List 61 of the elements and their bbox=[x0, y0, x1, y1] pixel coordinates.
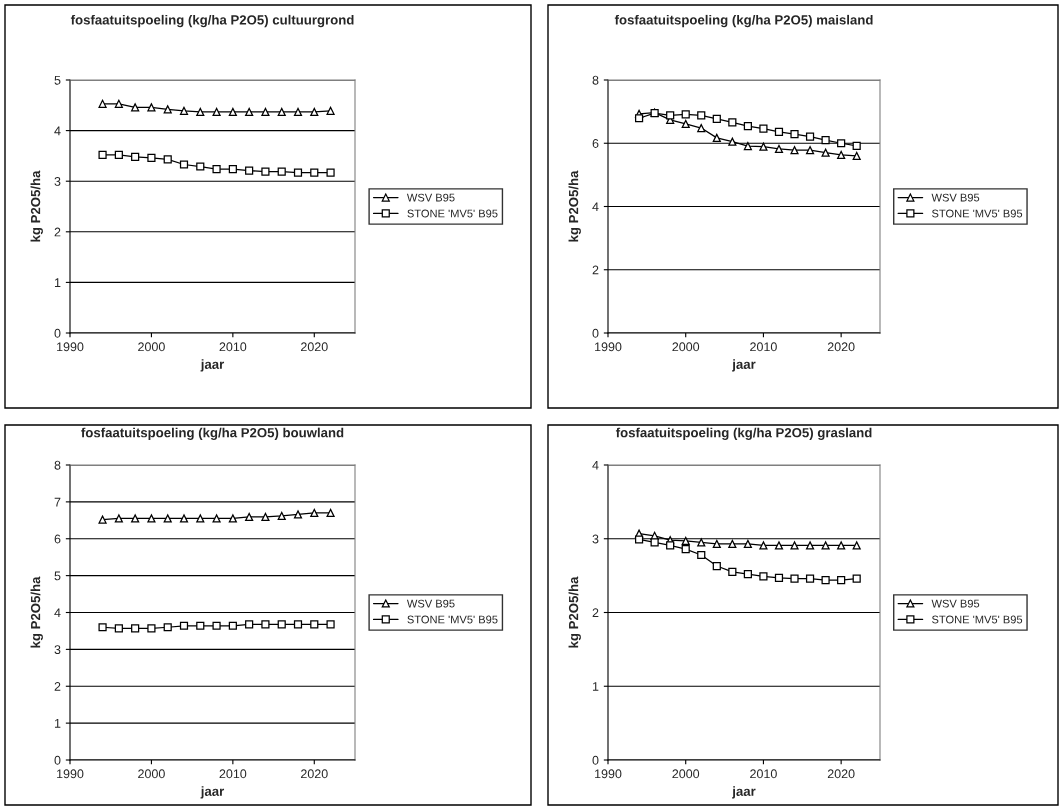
x-axis-title: jaar bbox=[732, 786, 756, 799]
x-tick-label: 2020 bbox=[827, 769, 855, 779]
y-tick-label: 0 bbox=[54, 755, 61, 765]
y-tick-label: 3 bbox=[592, 534, 599, 544]
y-tick-label: 0 bbox=[592, 328, 599, 338]
y-tick-label: 3 bbox=[54, 177, 61, 186]
x-tick-label: 1990 bbox=[57, 769, 84, 779]
y-tick-label: 1 bbox=[54, 278, 61, 287]
x-axis-title: jaar bbox=[732, 359, 756, 372]
legend-label: STONE 'MV5' B95 bbox=[407, 615, 498, 624]
x-axis-title: jaar bbox=[200, 786, 225, 799]
x-tick-label: 1990 bbox=[57, 342, 84, 352]
y-tick-label: 4 bbox=[54, 608, 61, 618]
chart-title: fosfaatuitspoeling (kg/ha P2O5) grasland bbox=[615, 427, 872, 441]
y-tick-label: 4 bbox=[54, 126, 61, 136]
chart-title: fosfaatuitspoeling (kg/ha P2O5) bouwland bbox=[81, 427, 344, 441]
y-tick-label: 2 bbox=[592, 265, 599, 275]
legend-label: STONE 'MV5' B95 bbox=[932, 209, 1023, 218]
x-tick-label: 2000 bbox=[138, 342, 165, 352]
x-tick-label: 2010 bbox=[219, 769, 247, 779]
y-tick-label: 4 bbox=[592, 460, 599, 470]
x-tick-label: 2000 bbox=[672, 342, 700, 352]
y-tick-label: 6 bbox=[54, 534, 61, 544]
x-tick-label: 2020 bbox=[827, 342, 855, 352]
y-tick-label: 2 bbox=[54, 227, 61, 237]
y-tick-label: 4 bbox=[592, 202, 599, 212]
y-tick-label: 1 bbox=[54, 719, 61, 728]
x-tick-label: 2010 bbox=[750, 342, 777, 352]
legend-label: WSV B95 bbox=[406, 193, 455, 202]
y-tick-label: 3 bbox=[54, 645, 61, 655]
y-axis-title: kg P2O5/ha bbox=[30, 576, 43, 648]
legend-label: WSV B95 bbox=[406, 599, 455, 608]
y-tick-label: 8 bbox=[54, 460, 61, 470]
x-tick-label: 2000 bbox=[672, 769, 700, 779]
x-tick-label: 1990 bbox=[595, 342, 622, 352]
y-tick-label: 5 bbox=[54, 571, 61, 581]
y-tick-label: 6 bbox=[592, 139, 599, 148]
x-tick-label: 1990 bbox=[595, 769, 622, 779]
legend-label: WSV B95 bbox=[931, 599, 980, 608]
y-tick-label: 5 bbox=[54, 75, 61, 85]
y-tick-label: 1 bbox=[592, 682, 599, 691]
y-axis-title: kg P2O5/ha bbox=[30, 170, 43, 242]
legend-label: WSV B95 bbox=[931, 193, 980, 202]
x-tick-label: 2010 bbox=[750, 769, 777, 779]
chart-title: fosfaatuitspoeling (kg/ha P2O5) cultuurgrond bbox=[70, 14, 354, 28]
y-tick-label: 0 bbox=[592, 755, 599, 765]
y-axis-title: kg P2O5/ha bbox=[568, 576, 581, 648]
y-tick-label: 2 bbox=[54, 682, 61, 691]
x-tick-label: 2000 bbox=[138, 769, 165, 779]
legend-label: STONE 'MV5' B95 bbox=[407, 209, 498, 218]
chart-title: fosfaatuitspoeling (kg/ha P2O5) maisland bbox=[614, 14, 873, 28]
x-tick-label: 2020 bbox=[301, 342, 328, 352]
x-axis-title: jaar bbox=[200, 359, 225, 372]
y-tick-label: 2 bbox=[592, 608, 599, 618]
y-axis-title: kg P2O5/ha bbox=[568, 170, 581, 242]
x-tick-label: 2020 bbox=[301, 769, 328, 779]
y-tick-label: 8 bbox=[592, 75, 599, 85]
y-tick-label: 0 bbox=[54, 328, 61, 338]
y-tick-label: 7 bbox=[54, 497, 61, 507]
x-tick-label: 2010 bbox=[219, 342, 247, 352]
legend-label: STONE 'MV5' B95 bbox=[932, 615, 1023, 624]
